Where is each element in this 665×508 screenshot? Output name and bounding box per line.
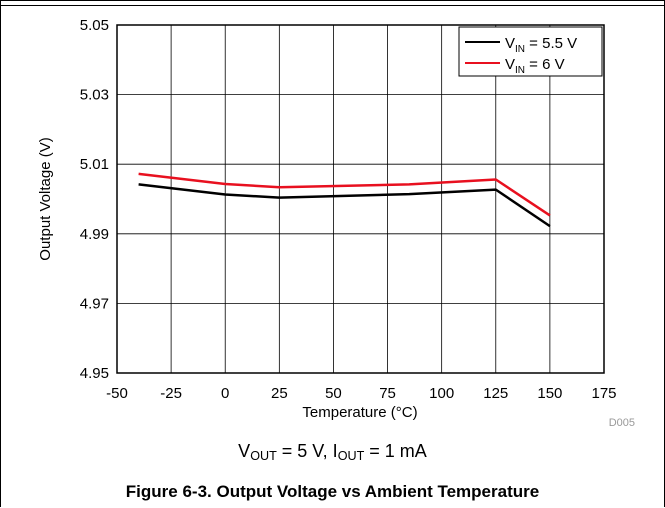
legend: VIN = 5.5 V VIN = 6 V (458, 26, 603, 77)
y-axis-label: Output Voltage (V) (37, 137, 54, 260)
x-tick-labels: -50 -25 0 25 50 75 100 125 150 175 (106, 385, 616, 402)
legend-label-vin-6: VIN = 6 V (505, 56, 565, 76)
y-tick-label: 4.99 (80, 226, 109, 243)
x-tick-label: 150 (537, 385, 562, 402)
legend-label-vin-5-5: VIN = 5.5 V (505, 35, 577, 55)
chart-code-label: D005 (609, 417, 635, 429)
x-tick-label: 0 (221, 385, 229, 402)
series-line-1 (138, 172, 551, 217)
y-tick-label: 4.95 (80, 365, 109, 382)
x-tick-label: 175 (591, 385, 616, 402)
plot-area (116, 24, 605, 374)
x-tick-label: 100 (429, 385, 454, 402)
y-tick-labels: 4.95 4.97 4.99 5.01 5.03 5.05 (80, 17, 109, 382)
grid-lines (116, 24, 605, 374)
x-tick-label: 125 (483, 385, 508, 402)
figure-caption: Figure 6-3. Output Voltage vs Ambient Te… (125, 482, 540, 501)
series-line-0 (138, 183, 551, 228)
y-tick-label: 5.05 (80, 17, 109, 34)
y-tick-label: 5.01 (80, 156, 109, 173)
x-tick-label: -50 (106, 385, 128, 402)
top-border (0, 0, 665, 6)
x-axis-label: Temperature (°C) (302, 404, 417, 421)
series-lines (138, 172, 551, 228)
y-tick-label: 5.03 (80, 87, 109, 104)
x-tick-label: -25 (160, 385, 182, 402)
y-tick-label: 4.97 (80, 295, 109, 312)
line-chart: 4.95 4.97 4.99 5.01 5.03 5.05 -50 -25 0 25 50 75 10… (37, 17, 635, 429)
x-tick-label: 50 (325, 385, 342, 402)
x-tick-label: 75 (379, 385, 396, 402)
x-tick-label: 25 (271, 385, 288, 402)
test-conditions: VOUT = 5 V, IOUT = 1 mA (238, 441, 427, 464)
